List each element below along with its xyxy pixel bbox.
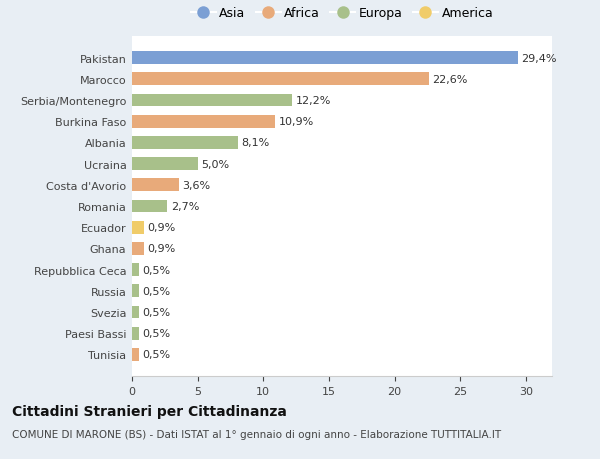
Bar	[132, 179, 179, 192]
Bar	[132, 137, 238, 150]
Text: 0,5%: 0,5%	[142, 308, 170, 317]
Text: 29,4%: 29,4%	[521, 54, 557, 63]
Bar	[132, 306, 139, 319]
Text: Cittadini Stranieri per Cittadinanza: Cittadini Stranieri per Cittadinanza	[12, 404, 287, 418]
Text: 0,9%: 0,9%	[147, 223, 175, 233]
Bar	[132, 158, 197, 171]
Text: 0,5%: 0,5%	[142, 350, 170, 359]
Text: 0,5%: 0,5%	[142, 329, 170, 338]
Bar	[132, 285, 139, 297]
Bar	[132, 52, 518, 65]
Bar	[132, 242, 144, 255]
Text: 2,7%: 2,7%	[171, 202, 199, 212]
Text: 22,6%: 22,6%	[432, 75, 467, 84]
Bar	[132, 73, 428, 86]
Bar	[132, 348, 139, 361]
Text: 0,5%: 0,5%	[142, 286, 170, 296]
Text: 3,6%: 3,6%	[182, 180, 211, 190]
Bar	[132, 263, 139, 276]
Bar	[132, 200, 167, 213]
Bar	[132, 116, 275, 129]
Text: 5,0%: 5,0%	[201, 159, 229, 169]
Text: 0,5%: 0,5%	[142, 265, 170, 275]
Legend: Asia, Africa, Europa, America: Asia, Africa, Europa, America	[185, 2, 499, 25]
Text: 10,9%: 10,9%	[278, 117, 314, 127]
Bar	[132, 95, 292, 107]
Text: 8,1%: 8,1%	[242, 138, 270, 148]
Text: 12,2%: 12,2%	[295, 96, 331, 106]
Bar	[132, 221, 144, 234]
Bar	[132, 327, 139, 340]
Text: 0,9%: 0,9%	[147, 244, 175, 254]
Text: COMUNE DI MARONE (BS) - Dati ISTAT al 1° gennaio di ogni anno - Elaborazione TUT: COMUNE DI MARONE (BS) - Dati ISTAT al 1°…	[12, 429, 501, 439]
